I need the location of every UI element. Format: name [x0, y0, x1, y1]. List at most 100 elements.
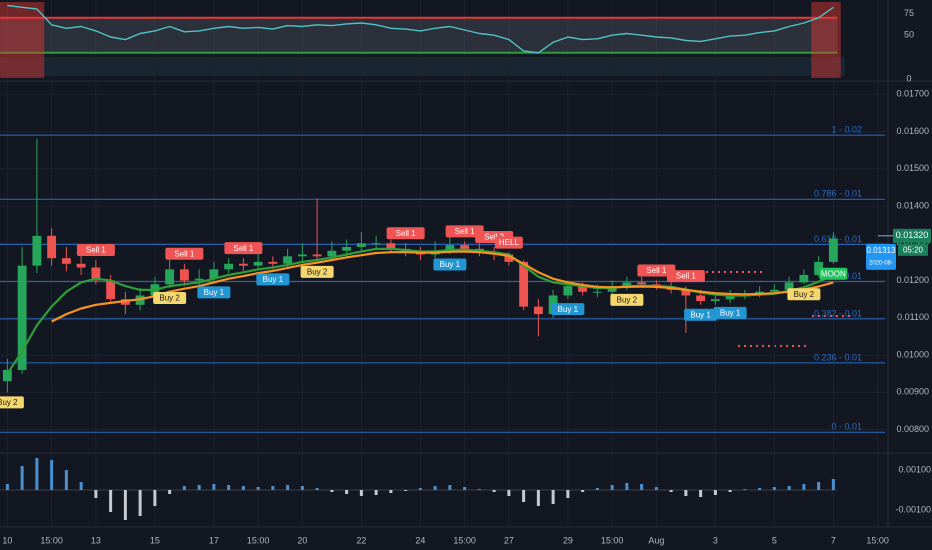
- osc-bar: [345, 490, 349, 494]
- x-tick-label: 15:00: [40, 535, 63, 545]
- signal-label: Buy 1: [440, 260, 461, 269]
- candle-body: [61, 258, 71, 264]
- osc-bar: [5, 484, 9, 490]
- candle-body: [312, 254, 322, 257]
- y-tick-label: 0.01200: [896, 275, 929, 285]
- x-tick-label: 20: [297, 535, 307, 545]
- signal-label: HELL: [499, 238, 520, 247]
- rsi-tick-label: 50: [904, 30, 914, 40]
- candle-body: [460, 245, 470, 249]
- signal-badge: [684, 308, 718, 321]
- signal-label: Buy 1: [690, 310, 711, 319]
- signal-badge: [256, 273, 290, 286]
- candle-body: [356, 243, 366, 247]
- osc-tick-label: 0.00100: [898, 464, 931, 474]
- rsi-line: [7, 4, 834, 54]
- signal-label: Sell 1: [676, 272, 697, 281]
- fib-label: 0 - 0.01: [831, 422, 862, 432]
- x-tick-label: 15: [150, 535, 160, 545]
- osc-bar: [271, 486, 275, 490]
- x-tick-label: Aug: [648, 535, 664, 545]
- signal-badge: [666, 270, 705, 283]
- signal-label: Sell 1: [646, 266, 667, 275]
- osc-bar: [20, 466, 24, 490]
- candle-body: [327, 250, 337, 257]
- candle-body: [710, 299, 720, 302]
- x-tick-label: 7: [831, 535, 836, 545]
- high-price-badge: [893, 228, 931, 243]
- candle-body: [179, 269, 189, 281]
- candle-body: [224, 263, 234, 270]
- osc-bar: [522, 490, 526, 502]
- signal-badge: [0, 396, 24, 409]
- candle-body: [533, 306, 543, 315]
- x-tick-label: 27: [504, 535, 514, 545]
- osc-bar: [743, 489, 747, 490]
- signal-badge: [637, 264, 676, 277]
- rsi-overbought: [0, 2, 15, 78]
- osc-bar: [404, 490, 408, 491]
- osc-bar: [640, 484, 644, 490]
- candle-body: [592, 291, 602, 293]
- y-tick-label: 0.00900: [896, 387, 929, 397]
- fib-label: 0.786 - 0.01: [814, 189, 862, 199]
- candle-body: [828, 238, 838, 262]
- osc-bar: [94, 490, 98, 498]
- osc-bar: [566, 490, 570, 498]
- rsi-band: [0, 17, 838, 53]
- signal-badge: [610, 293, 644, 306]
- osc-bar: [610, 485, 614, 490]
- signal-badge: [433, 258, 467, 271]
- osc-bar: [654, 487, 658, 490]
- signal-label: Sell 1: [455, 227, 476, 236]
- signal-label: Buy 1: [263, 275, 284, 284]
- last-price-label: 0.01313: [867, 246, 896, 255]
- signal-label: Buy 2: [794, 290, 815, 299]
- moving-average: [51, 250, 834, 323]
- osc-bar: [153, 490, 157, 506]
- candle-body: [47, 235, 57, 259]
- osc-bar: [581, 490, 585, 492]
- y-tick-label: 0.01400: [896, 200, 929, 210]
- candle-body: [253, 261, 263, 266]
- osc-bar: [728, 490, 732, 492]
- osc-bar: [168, 490, 172, 494]
- rsi-overbought: [826, 2, 841, 78]
- candle-body: [386, 243, 396, 249]
- osc-bar: [389, 490, 393, 493]
- y-tick-label: 0.01700: [896, 89, 929, 99]
- signal-label: Sell 1: [86, 246, 107, 255]
- countdown: 05:20: [903, 245, 924, 254]
- x-tick-label: 22: [356, 535, 366, 545]
- osc-bar: [551, 490, 555, 504]
- x-tick-label: 15:00: [247, 535, 270, 545]
- signal-label: Sell 1: [174, 249, 195, 258]
- osc-bar: [418, 488, 422, 490]
- osc-bar: [772, 487, 776, 490]
- candle-body: [799, 274, 809, 283]
- osc-bar: [492, 490, 496, 492]
- osc-bar: [507, 490, 511, 496]
- x-tick-label: 15:00: [601, 535, 624, 545]
- osc-bar: [330, 490, 334, 492]
- candle-body: [696, 295, 706, 302]
- y-tick-label: 0.00800: [896, 424, 929, 434]
- signal-badge: [300, 265, 334, 278]
- signal-badge: [76, 244, 115, 257]
- x-tick-label: 15:00: [866, 535, 889, 545]
- signal-label: Buy 1: [558, 305, 579, 314]
- signal-badge: [153, 292, 187, 304]
- candle-body: [17, 265, 27, 370]
- osc-bar: [374, 490, 378, 495]
- osc-bar: [79, 482, 83, 490]
- candle-body: [238, 263, 248, 266]
- osc-bar: [182, 486, 186, 490]
- candle-body: [76, 263, 86, 268]
- osc-bar: [477, 489, 481, 490]
- candle-body: [106, 280, 116, 300]
- signal-label: MOON: [821, 269, 846, 278]
- osc-bar: [359, 490, 363, 496]
- candle-body: [165, 269, 175, 285]
- signal-label: Buy 2: [159, 294, 180, 303]
